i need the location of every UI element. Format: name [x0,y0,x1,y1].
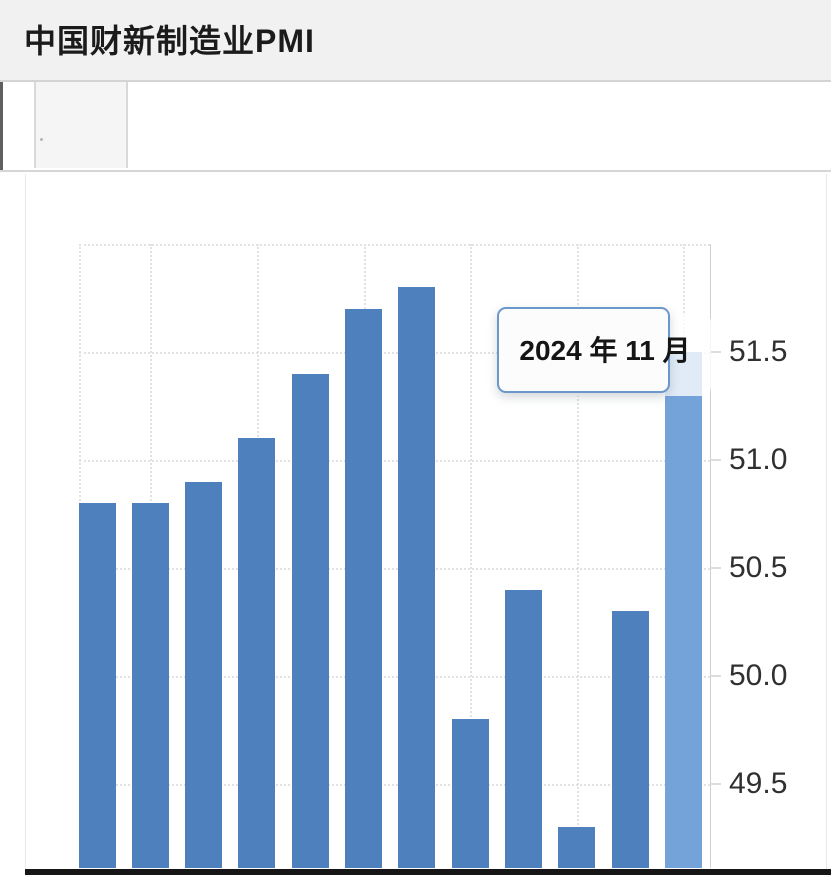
y-tick [710,567,721,569]
y-tick [710,675,721,677]
v-gridline [577,244,579,868]
y-tick-label: 50.5 [729,551,788,584]
y-tick-label: 49.5 [729,767,788,800]
chart-panel: 51.5 51.0 50.5 50.0 49.5 2024 年 11 月 [0,172,831,875]
page-title: 中国财新制造业PMI [24,23,315,59]
panel-left-border [25,174,26,869]
bar[interactable] [505,589,542,868]
bar[interactable] [292,373,329,868]
bar[interactable] [452,719,489,868]
y-axis-line [710,244,711,868]
v-gridline [470,244,472,868]
bar[interactable] [79,503,116,868]
bar[interactable] [558,827,595,868]
bar[interactable] [345,308,382,868]
toolbar [0,82,831,172]
bar[interactable] [238,438,275,868]
plot-area: 51.5 51.0 50.5 50.0 49.5 [0,172,831,875]
bar-highlighted[interactable] [665,352,702,868]
y-tick [710,783,721,785]
y-tick-label: 51.0 [729,443,788,476]
h-gridline [79,460,710,462]
tooltip [497,307,670,393]
toolbar-button[interactable] [34,82,128,168]
y-tick-label: 51.5 [729,335,788,368]
h-gridline [79,244,710,246]
y-tick [710,459,721,461]
h-gridline [79,784,710,786]
bar[interactable] [398,287,435,868]
dot-icon [40,138,43,141]
h-gridline [79,676,710,678]
h-gridline [79,568,710,570]
bar[interactable] [185,481,222,868]
window-bottom-edge [25,869,831,875]
bar[interactable] [132,503,169,868]
app-header: 中国财新制造业PMI [0,0,831,82]
tooltip-label: 2024 年 11 月 [519,335,691,366]
y-tick-label: 50.0 [729,659,788,692]
window-left-edge [0,82,3,170]
panel-right-border [826,174,827,869]
h-gridline [79,352,710,354]
bar[interactable] [612,611,649,868]
y-tick [710,351,721,353]
